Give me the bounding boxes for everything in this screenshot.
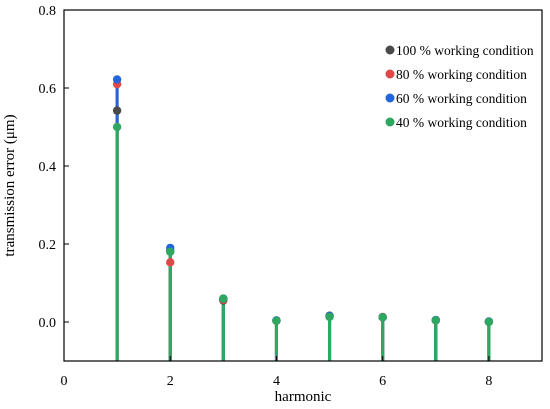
- data-point: [219, 294, 228, 303]
- x-axis-ticks: 0 2 4 6 8: [61, 356, 492, 389]
- stem-lines: [115, 79, 491, 361]
- data-point: [112, 75, 122, 84]
- y-tick-label: 0.8: [39, 4, 57, 19]
- y-tick-label: 0.4: [39, 160, 57, 175]
- x-tick-label: 2: [167, 374, 174, 389]
- y-axis-label: transmission error (μm): [2, 114, 18, 256]
- legend: 100 % working condition 80 % working cond…: [385, 43, 534, 130]
- data-point: [272, 316, 281, 326]
- data-point: [112, 106, 122, 115]
- y-tick-label: 0.6: [39, 82, 57, 97]
- legend-marker: [385, 69, 395, 79]
- x-axis-label: harmonic: [275, 389, 332, 405]
- legend-marker: [385, 45, 395, 55]
- data-points: [112, 75, 494, 327]
- data-point: [112, 122, 122, 132]
- x-tick-label: 4: [273, 374, 280, 389]
- x-tick-label: 8: [485, 374, 492, 389]
- plot-frame: [63, 9, 543, 362]
- data-point: [325, 312, 334, 322]
- data-point: [431, 316, 440, 325]
- y-axis-ticks: 0.0 0.2 0.4 0.6 0.8: [39, 4, 69, 331]
- legend-label: 100 % working condition: [396, 43, 534, 58]
- y-tick-label: 0.0: [39, 316, 57, 331]
- data-point: [166, 258, 175, 267]
- legend-label: 40 % working condition: [396, 115, 527, 130]
- legend-label: 60 % working condition: [396, 91, 527, 106]
- data-point: [484, 317, 494, 327]
- y-tick-label: 0.2: [39, 238, 57, 253]
- data-point: [378, 313, 387, 322]
- legend-marker: [385, 117, 395, 127]
- data-point: [166, 247, 175, 256]
- legend-label: 80 % working condition: [396, 67, 527, 82]
- legend-marker: [385, 93, 395, 103]
- x-tick-label: 0: [61, 374, 68, 389]
- x-tick-label: 6: [379, 374, 386, 389]
